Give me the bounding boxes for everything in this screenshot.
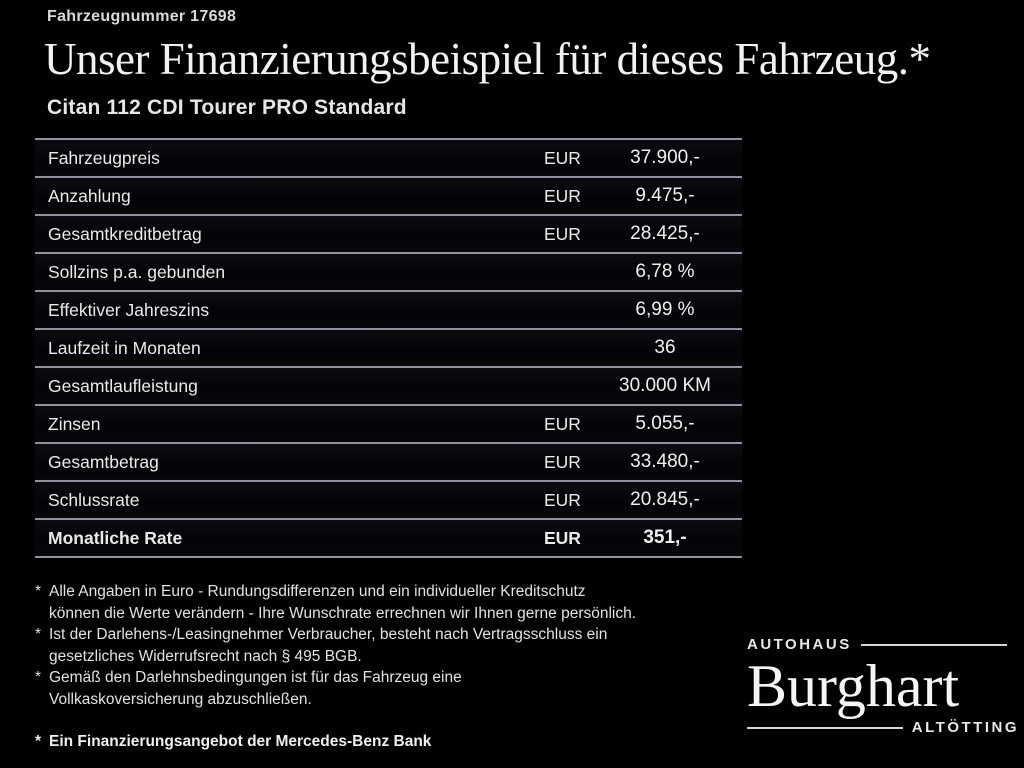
finance-table: Fahrzeugpreis EUR 37.900,- Anzahlung EUR 9.47… — [35, 138, 742, 558]
logo-dealer-name: Burghart — [747, 653, 960, 719]
row-currency: EUR — [544, 185, 581, 206]
table-row: Monatliche Rate EUR 351,- — [35, 518, 742, 556]
footnote-line: Gemäß den Darlehnsbedingungen ist für da… — [49, 669, 462, 686]
logo-top-rule — [860, 643, 1007, 646]
footnote-text: Gemäß den Darlehnsbedingungen ist für da… — [49, 667, 740, 710]
footnote-line: gesetzliches Widerrufsrecht nach § 495 B… — [49, 647, 362, 665]
footnote-line: Ein Finanzierungsangebot der Mercedes-Be… — [49, 733, 432, 750]
row-currency: EUR — [544, 147, 581, 168]
footnote: * Ist der Darlehens-/Leasingnehmer Verbra… — [35, 624, 740, 667]
row-label: Sollzins p.a. gebunden — [48, 261, 226, 282]
row-currency: EUR — [544, 413, 581, 434]
table-row: Sollzins p.a. gebunden 6,78 % — [35, 252, 742, 290]
footnote: * Ein Finanzierungsangebot der Mercedes-B… — [35, 731, 740, 753]
dealer-logo: AUTOHAUS Burghart ALTÖTTING — [747, 636, 1019, 736]
row-value: 37.900,- — [630, 147, 700, 168]
row-value: 20.845,- — [630, 489, 700, 510]
table-row: Fahrzeugpreis EUR 37.900,- — [35, 138, 742, 176]
row-label: Gesamtbetrag — [48, 451, 159, 472]
footnote-line: Alle Angaben in Euro - Rundungsdifferenz… — [49, 583, 586, 600]
footnote-text: Ein Finanzierungsangebot der Mercedes-Be… — [49, 731, 740, 753]
footnote-marker: * — [35, 669, 42, 686]
table-row: Zinsen EUR 5.055,- — [35, 404, 742, 442]
row-label: Laufzeit in Monaten — [48, 337, 201, 358]
row-value: 5.055,- — [635, 413, 695, 434]
row-currency: EUR — [544, 223, 581, 244]
footnote-text: Ist der Darlehens-/Leasingnehmer Verbrau… — [49, 624, 740, 667]
table-row: Laufzeit in Monaten 36 — [35, 328, 742, 366]
logo-city-label: ALTÖTTING — [911, 719, 1019, 736]
row-label: Monatliche Rate — [48, 527, 183, 548]
logo-top-row: AUTOHAUS — [747, 636, 1019, 653]
row-label: Fahrzeugpreis — [48, 147, 160, 168]
row-currency: EUR — [544, 527, 581, 548]
row-label: Anzahlung — [48, 185, 131, 206]
footnote-line: können die Werte verändern - Ihre Wunsch… — [49, 604, 637, 622]
logo-autohaus-label: AUTOHAUS — [747, 636, 852, 653]
table-row: Effektiver Jahreszins 6,99 % — [35, 290, 742, 328]
footnote-marker: * — [35, 626, 42, 643]
row-currency: EUR — [544, 451, 581, 472]
footnote: * Gemäß den Darlehnsbedingungen ist für d… — [35, 667, 740, 710]
logo-bottom-rule — [747, 726, 903, 729]
footnotes: * Alle Angaben in Euro - Rundungsdifferen… — [35, 581, 740, 753]
footnote-line: Vollkaskoversicherung abzuschließen. — [49, 690, 312, 708]
footnote-text: Alle Angaben in Euro - Rundungsdifferenz… — [49, 581, 740, 624]
footnote-marker: * — [35, 733, 42, 750]
row-value: 6,78 % — [635, 261, 695, 282]
row-value: 36 — [654, 337, 676, 358]
row-value: 33.480,- — [630, 451, 700, 472]
vehicle-number: Fahrzeugnummer 17698 — [47, 8, 237, 25]
row-label: Gesamtlaufleistung — [48, 375, 198, 396]
table-row: Gesamtbetrag EUR 33.480,- — [35, 442, 742, 480]
table-row: Gesamtlaufleistung 30.000 KM — [35, 366, 742, 404]
footnote-marker: * — [35, 583, 42, 600]
footnote: * Alle Angaben in Euro - Rundungsdifferen… — [35, 581, 740, 624]
row-currency: EUR — [544, 489, 581, 510]
page-title: Unser Finanzierungsbeispiel für dieses F… — [44, 34, 931, 84]
row-value: 28.425,- — [630, 223, 700, 244]
row-value: 6,99 % — [635, 299, 695, 320]
row-label: Gesamtkreditbetrag — [48, 223, 202, 244]
footnote-line: Ist der Darlehens-/Leasingnehmer Verbrau… — [49, 626, 608, 643]
table-row: Schlussrate EUR 20.845,- — [35, 480, 742, 518]
logo-bottom-row: ALTÖTTING — [747, 719, 1019, 736]
vehicle-model: Citan 112 CDI Tourer PRO Standard — [47, 96, 407, 119]
row-value: 9.475,- — [635, 185, 695, 206]
row-value: 30.000 KM — [619, 375, 711, 396]
row-label: Effektiver Jahreszins — [48, 299, 210, 320]
row-label: Zinsen — [48, 413, 101, 434]
table-row: Anzahlung EUR 9.475,- — [35, 176, 742, 214]
row-label: Schlussrate — [48, 489, 140, 510]
row-value: 351,- — [643, 527, 687, 548]
table-row: Gesamtkreditbetrag EUR 28.425,- — [35, 214, 742, 252]
